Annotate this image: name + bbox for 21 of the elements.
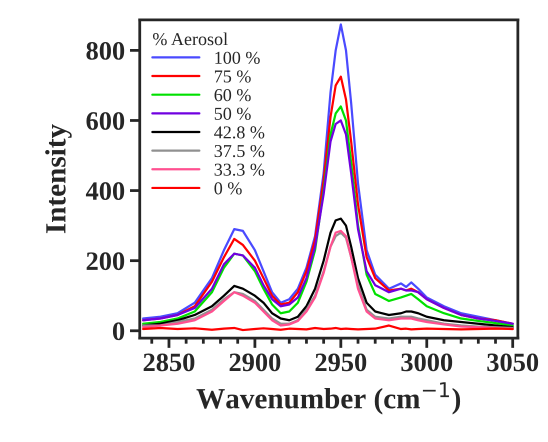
x-tick-label: 2950 (316, 353, 366, 372)
legend-title: % Aerosol (152, 32, 228, 46)
legend-label: 50 % (214, 108, 251, 120)
y-tick-label: 800 (86, 42, 124, 60)
legend-label: 100 % (215, 52, 260, 64)
x-tick-label: 3050 (487, 353, 538, 372)
x-axis-title: Wavenumber (cm$^{−1}$) (196, 382, 460, 414)
x-tick-label: 3000 (401, 353, 452, 372)
y-tick-label: 200 (86, 252, 124, 270)
legend-label: 75 % (214, 70, 251, 83)
legend-label: 60 % (214, 89, 251, 102)
y-axis-title: Intensity (45, 124, 72, 234)
legend-label: 33.3 % (214, 164, 264, 176)
y-tick-label: 600 (86, 112, 124, 130)
x-tick-label: 2850 (144, 353, 194, 372)
legend-label: 0 % (214, 182, 242, 194)
y-tick-label: 0 (112, 322, 124, 340)
legend-label: 37.5 % (214, 144, 264, 158)
x-tick-label: 2900 (230, 353, 280, 372)
legend-label: 42.8 % (214, 126, 264, 139)
y-tick-label: 400 (86, 182, 124, 200)
